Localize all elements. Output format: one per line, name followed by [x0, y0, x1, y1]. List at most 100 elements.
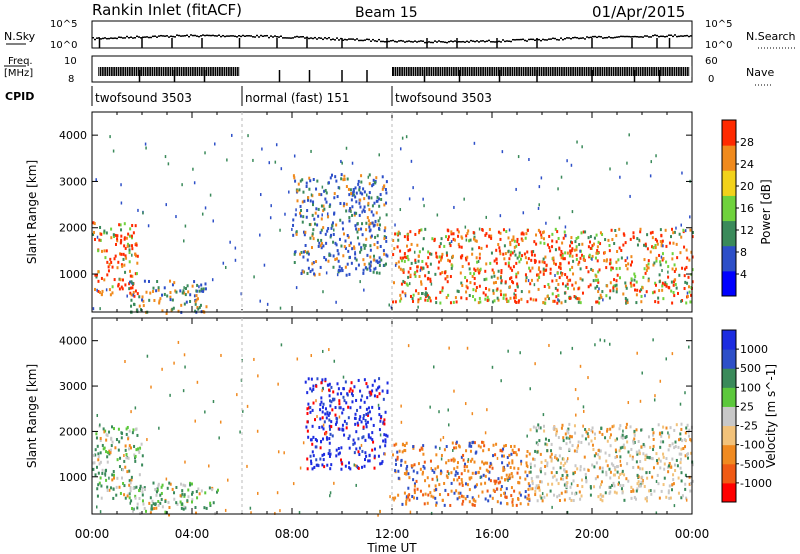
scatter-cell [307, 377, 310, 381]
nsky-point [276, 36, 278, 38]
scatter-cell [326, 463, 329, 467]
scatter-cell [593, 454, 596, 458]
scatter-cell [497, 477, 500, 481]
scatter-cell [639, 484, 642, 488]
scatter-cell [635, 489, 638, 493]
scatter-cell [534, 489, 537, 493]
scatter-cell [629, 263, 632, 267]
scatter-cell [484, 481, 487, 485]
scatter-cell [158, 301, 161, 305]
scatter-cell [652, 246, 655, 250]
scatter-cell [492, 443, 495, 447]
scatter-cell [362, 208, 365, 212]
scatter-cell [533, 258, 536, 262]
scatter-cell [421, 472, 424, 476]
scatter-cell [444, 277, 447, 281]
scatter-cell [407, 344, 410, 348]
scatter-cell [638, 238, 640, 242]
nsky-point [498, 40, 500, 43]
scatter-cell [355, 447, 358, 451]
scatter-cell [187, 495, 190, 499]
scatter-cell [542, 237, 545, 241]
scatter-cell [313, 222, 316, 226]
scatter-cell [100, 232, 103, 236]
scatter-cell [401, 290, 404, 294]
scatter-cell [351, 213, 354, 217]
nsky-point [216, 35, 218, 37]
scatter-cell [412, 469, 415, 473]
scatter-cell [283, 451, 285, 455]
scatter-cell [537, 484, 540, 488]
scatter-cell [662, 257, 665, 261]
scatter-cell [354, 250, 356, 254]
scatter-cell [127, 492, 130, 496]
scatter-cell [363, 288, 365, 292]
scatter-cell [429, 277, 432, 281]
scatter-cell [587, 270, 590, 274]
scatter-cell [594, 343, 596, 347]
scatter-cell [469, 271, 472, 275]
scatter-cell [311, 268, 314, 272]
scatter-cell [675, 242, 678, 246]
scatter-cell [685, 426, 688, 430]
scatter-cell [112, 233, 115, 237]
scatter-cell [644, 458, 647, 462]
scatter-cell [589, 283, 592, 287]
scatter-cell [402, 256, 405, 260]
scatter-cell [638, 484, 641, 488]
scatter-cell [520, 459, 523, 463]
nsky-point [406, 40, 408, 43]
scatter-cell [376, 261, 379, 265]
scatter-cell [378, 377, 381, 381]
scatter-cell [500, 485, 503, 489]
scatter-cell [106, 485, 109, 489]
scatter-cell [385, 191, 388, 195]
nsky-point [96, 37, 98, 39]
scatter-cell [637, 480, 640, 484]
scatter-cell [563, 257, 566, 261]
scatter-cell [546, 443, 549, 447]
nsky-point [212, 34, 214, 37]
scatter-cell [99, 451, 102, 455]
scatter-cell [312, 178, 315, 182]
scatter-cell [515, 503, 518, 507]
scatter-cell [549, 267, 552, 271]
scatter-cell [499, 214, 502, 218]
scatter-cell [673, 446, 676, 450]
nsky-point [342, 39, 344, 42]
scatter-cell [338, 402, 341, 406]
scatter-cell [308, 223, 311, 227]
scatter-cell [327, 215, 330, 219]
scatter-cell [332, 390, 335, 394]
scatter-cell [578, 490, 581, 494]
scatter-cell [186, 284, 189, 288]
scatter-cell [609, 433, 612, 437]
scatter-cell [657, 296, 660, 300]
scatter-cell [350, 192, 353, 196]
nsky-point [584, 38, 586, 40]
scatter-cell [295, 230, 298, 234]
scatter-cell [345, 209, 348, 213]
scatter-cell [379, 433, 382, 437]
scatter-cell [412, 446, 415, 450]
scatter-cell [461, 502, 464, 506]
scatter-cell [538, 488, 541, 492]
scatter-cell [679, 432, 682, 436]
scatter-cell [451, 264, 454, 268]
scatter-cell [650, 492, 653, 496]
scatter-cell [475, 256, 478, 260]
scatter-cell [606, 464, 609, 468]
scatter-cell [474, 269, 477, 273]
scatter-cell [612, 286, 615, 290]
scatter-cell [505, 495, 508, 499]
scatter-cell [539, 470, 542, 474]
nsky-point [140, 37, 142, 39]
scatter-cell [571, 254, 574, 258]
scatter-cell [155, 506, 158, 510]
scatter-cell [580, 478, 583, 482]
scatter-cell [606, 284, 609, 288]
scatter-cell [353, 246, 356, 250]
scatter-cell [549, 249, 552, 253]
nsky-point [178, 34, 180, 37]
scatter-cell [588, 255, 591, 259]
